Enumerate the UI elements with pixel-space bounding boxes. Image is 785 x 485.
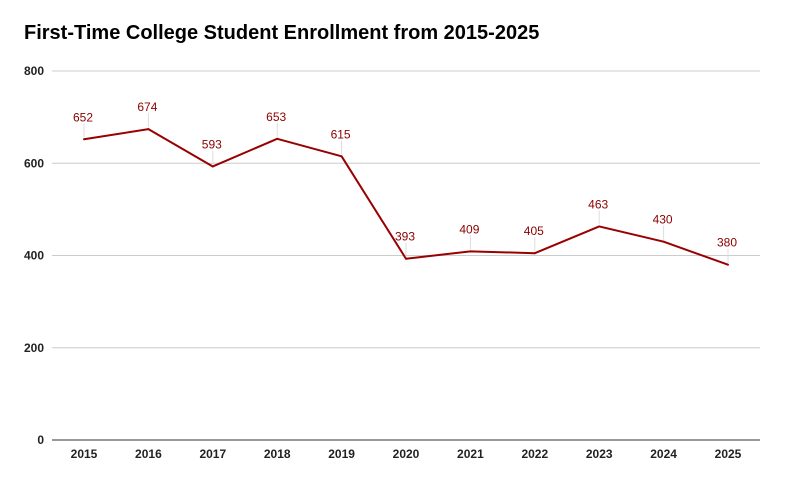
data-point-2019 (340, 155, 343, 158)
y-tick-label-800: 800 (24, 64, 44, 78)
data-point-2017 (211, 165, 214, 168)
data-label-2023: 463 (588, 197, 608, 211)
data-point-2016 (147, 128, 150, 131)
data-point-2025 (727, 263, 729, 266)
data-point-2022 (533, 252, 536, 255)
data-label-2024: 430 (653, 213, 673, 227)
data-label-2021: 409 (459, 222, 479, 236)
x-tick-label-2017: 2017 (199, 447, 226, 461)
y-tick-label-600: 600 (24, 156, 44, 170)
data-label-2020: 393 (395, 230, 415, 244)
chart-title: First-Time College Student Enrollment fr… (24, 22, 540, 44)
x-tick-label-2023: 2023 (586, 447, 613, 461)
data-point-2024 (662, 240, 665, 243)
data-label-2019: 615 (331, 127, 351, 141)
data-point-2021 (469, 250, 472, 253)
x-tick-label-2018: 2018 (264, 447, 291, 461)
y-tick-label-0: 0 (37, 433, 44, 447)
x-tick-label-2019: 2019 (328, 447, 355, 461)
data-label-2017: 593 (202, 137, 222, 151)
data-label-2018: 653 (266, 110, 286, 124)
data-point-2020 (405, 257, 407, 260)
y-tick-label-200: 200 (24, 341, 44, 355)
gridlines (52, 70, 760, 349)
x-tick-label-2022: 2022 (521, 447, 548, 461)
data-label-2016: 674 (137, 100, 157, 114)
x-tick-label-2025: 2025 (715, 447, 742, 461)
data-label-2015: 652 (73, 110, 93, 124)
data-point-2023 (598, 225, 601, 228)
data-labels: 652 674 593 653 615 393 409 405 463 430 380 (73, 100, 737, 263)
data-label-2022: 405 (524, 224, 544, 238)
x-tick-label-2024: 2024 (650, 447, 677, 461)
x-tick-label-2020: 2020 (393, 447, 420, 461)
x-axis: 2015 2016 2017 2018 2019 2020 2021 2022 2023 2024… (52, 439, 760, 461)
x-tick-label-2016: 2016 (135, 447, 162, 461)
x-tick-label-2021: 2021 (457, 447, 484, 461)
x-tick-label-2015: 2015 (71, 447, 98, 461)
data-point-2018 (276, 137, 279, 140)
y-axis: 0 200 400 600 800 (24, 64, 44, 447)
series-layer (83, 128, 729, 266)
y-tick-label-400: 400 (24, 249, 44, 263)
data-point-2015 (83, 138, 85, 141)
data-label-2025: 380 (717, 236, 737, 250)
